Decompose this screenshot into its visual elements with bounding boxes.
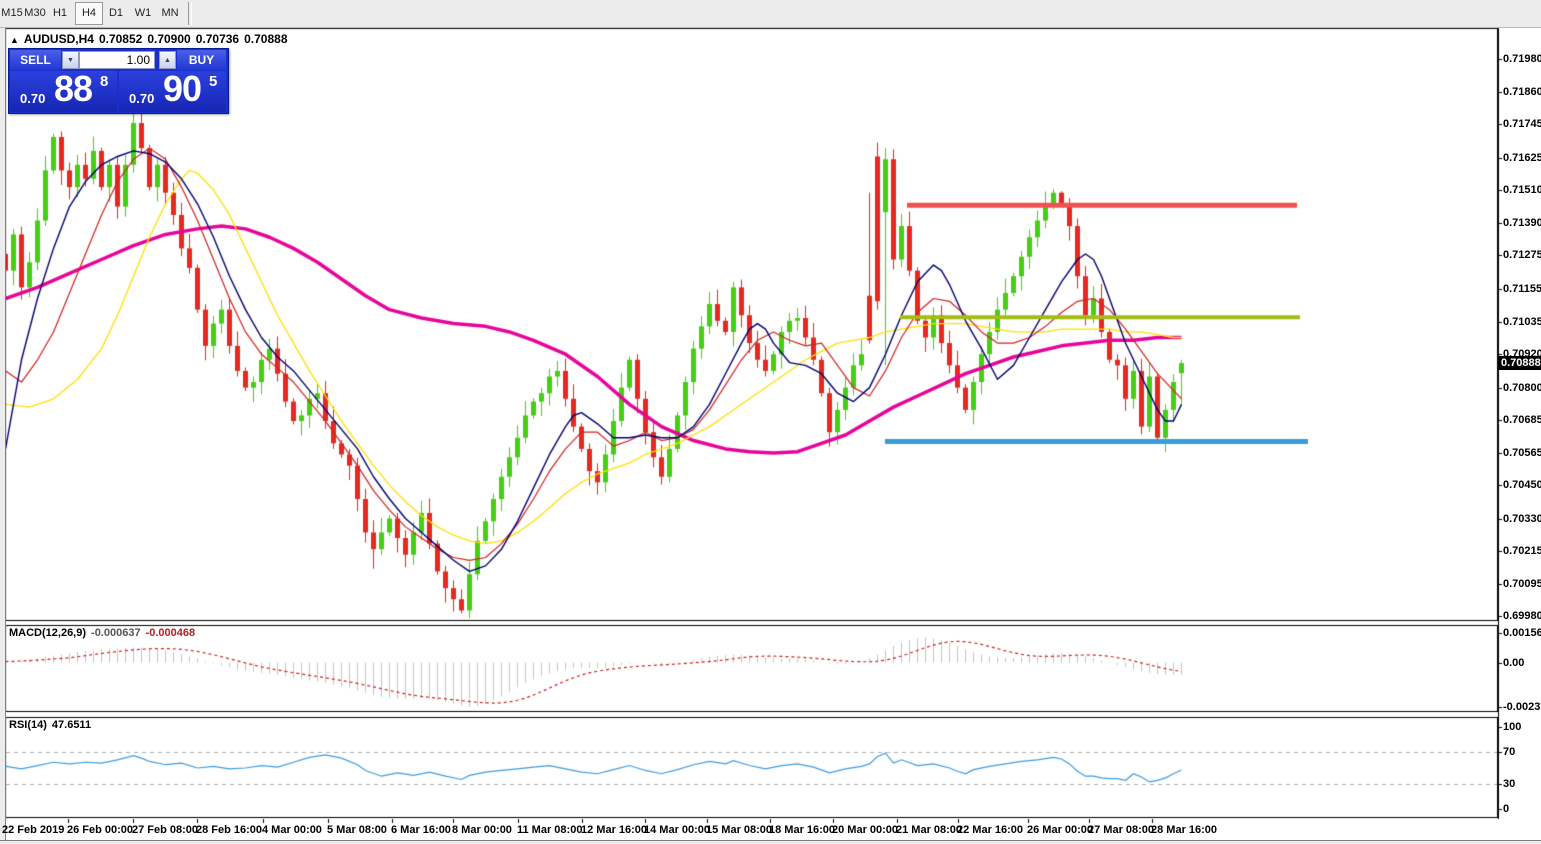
one-click-trading-panel: SELL ▼ ▲ BUY 0.70 88 8 0.70 90 5 [8,48,229,114]
price-axis-label: 0.70800 [1503,382,1541,394]
time-axis-label: 28 Feb 16:00 [196,824,263,836]
time-axis-label: 4 Mar 00:00 [262,824,322,836]
time-axis-label: 14 Mar 00:00 [644,824,711,836]
tab-h1[interactable]: H1 [52,7,68,19]
price-axis-label: 0.71625 [1503,152,1541,164]
price-axis-label: 0.71275 [1503,249,1541,261]
sell-price-display[interactable]: 0.70 88 8 [10,68,117,112]
sell-button[interactable]: SELL [10,50,61,70]
time-axis-label: 18 Mar 16:00 [769,824,836,836]
tab-m15[interactable]: M15 [1,7,23,19]
rsi-axis-label: 100 [1503,721,1522,733]
time-axis-label: 11 Mar 08:00 [517,824,583,836]
rsi-axis-label: 0 [1503,803,1510,815]
buy-price-display[interactable]: 0.70 90 5 [119,68,226,112]
window-left-border [0,28,6,844]
time-axis-label: 22 Mar 16:00 [957,824,1024,836]
volume-up-icon[interactable]: ▲ [159,51,176,69]
time-axis-label: 15 Mar 08:00 [706,824,773,836]
window-bottom-border [0,840,1541,844]
timeframe-toolbar: M15 M30 H1 H4 D1 W1 MN [0,0,1541,28]
volume-input[interactable] [79,51,155,69]
price-axis-label: 0.71745 [1503,118,1541,130]
buy-price-sup: 5 [209,73,218,90]
ohlc-close: 0.70888 [244,32,288,46]
time-axis-label: 27 Feb 08:00 [132,824,199,836]
rsi-axis-label: 70 [1503,746,1516,758]
macd-name: MACD(12,26,9) [9,627,87,639]
time-axis-label: 6 Mar 16:00 [391,824,451,836]
symbol-period-label: AUDUSD,H4 [23,32,94,46]
price-axis-label: 0.70215 [1503,545,1541,557]
time-axis-label: 21 Mar 08:00 [896,824,963,836]
price-axis-label: 0.70565 [1503,447,1541,459]
ohlc-high: 0.70900 [147,32,191,46]
macd-axis-label: 0.001568 [1503,627,1541,639]
macd-main-value: -0.000637 [91,627,141,639]
macd-label: MACD(12,26,9) -0.000637 -0.000468 [9,627,195,639]
time-axis-label: 22 Feb 2019 [2,824,65,836]
buy-button[interactable]: BUY [177,50,226,70]
toolbar-divider [188,2,192,25]
time-axis-label: 8 Mar 00:00 [452,824,512,836]
tab-d1[interactable]: D1 [108,7,124,19]
price-axis-label: 0.70095 [1503,578,1541,590]
sell-price-big: 88 [54,68,93,109]
time-axis-label: 5 Mar 08:00 [327,824,387,836]
price-axis-label: 0.71860 [1503,86,1541,98]
time-axis-label: 12 Mar 16:00 [581,824,648,836]
time-axis-label: 26 Mar 00:00 [1027,824,1094,836]
macd-axis-label: 0.00 [1503,657,1525,669]
expand-chart-icon[interactable]: ▲ [10,35,19,45]
rsi-name: RSI(14) [9,719,47,731]
current-price-tag: 0.70888 [1498,356,1541,370]
tab-h4[interactable]: H4 [75,2,103,25]
buy-price-big: 90 [163,68,202,109]
buy-price-prefix: 0.70 [129,91,155,106]
price-axis-label: 0.71980 [1503,53,1541,65]
time-axis-label: 27 Mar 08:00 [1088,824,1155,836]
chart-title: ▲ AUDUSD,H4 0.70852 0.70900 0.70736 0.70888 [10,32,293,46]
price-axis-label: 0.71390 [1503,217,1541,229]
price-axis-label: 0.69980 [1503,610,1541,622]
time-axis-label: 28 Mar 16:00 [1151,824,1218,836]
time-axis-label: 20 Mar 00:00 [832,824,899,836]
price-axis-label: 0.71155 [1503,283,1541,295]
ohlc-open: 0.70852 [98,32,143,46]
price-axis-label: 0.70450 [1503,479,1541,491]
volume-down-icon[interactable]: ▼ [62,51,79,69]
macd-axis-label: -0.002371 [1503,701,1541,713]
price-axis-label: 0.71510 [1503,184,1541,196]
rsi-value: 47.6511 [51,719,92,731]
price-axis-label: 0.70330 [1503,513,1541,525]
sell-price-sup: 8 [100,73,109,90]
price-axis-label: 0.71035 [1503,316,1541,328]
sell-price-prefix: 0.70 [20,91,46,106]
rsi-label: RSI(14) 47.6511 [9,719,91,731]
macd-signal-value: -0.000468 [145,627,196,639]
tab-w1[interactable]: W1 [134,7,152,19]
rsi-axis-label: 30 [1503,778,1516,790]
tab-m30[interactable]: M30 [24,7,46,19]
time-axis-label: 26 Feb 00:00 [67,824,134,836]
price-axis-label: 0.70685 [1503,414,1541,426]
tab-mn[interactable]: MN [161,7,179,19]
ohlc-low: 0.70736 [195,32,240,46]
